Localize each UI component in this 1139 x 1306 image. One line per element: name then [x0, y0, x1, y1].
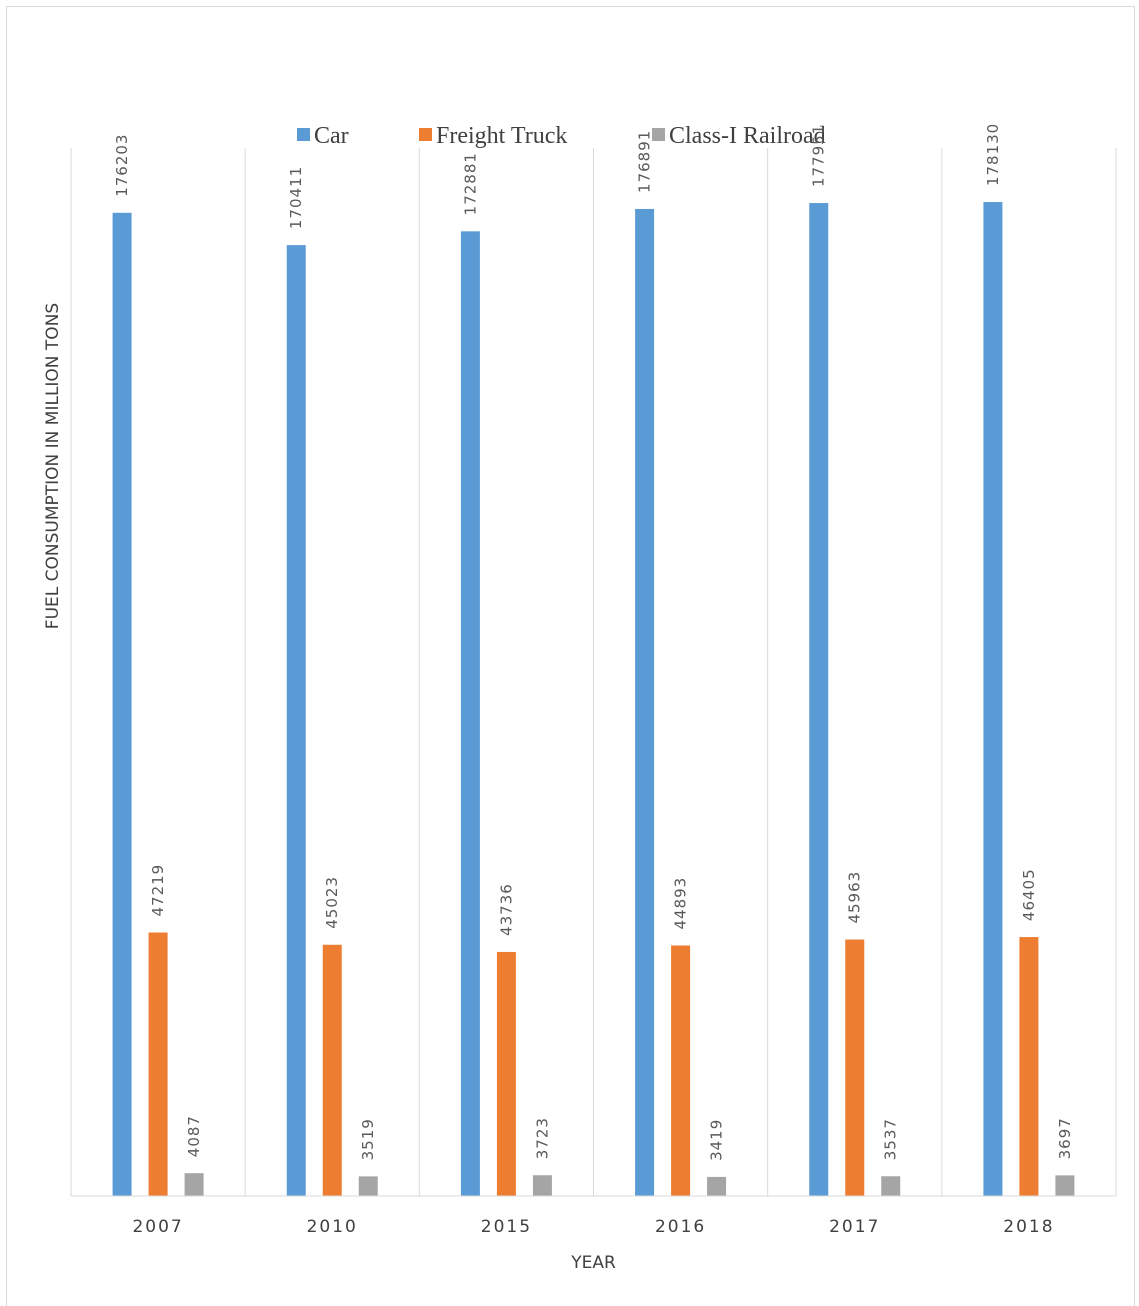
data-label: 3697: [1056, 1117, 1074, 1159]
bar-car: [460, 231, 480, 1196]
bar-freight-truck: [671, 945, 691, 1196]
x-tick-label: 2010: [307, 1217, 358, 1237]
data-label: 44893: [672, 877, 690, 930]
bar-class-i-railroad: [1055, 1175, 1075, 1196]
legend: Car Freight Truck Class-I Railroad: [297, 123, 826, 149]
data-label: 45023: [323, 876, 341, 929]
data-label: 176203: [113, 134, 131, 197]
data-label: 43736: [497, 883, 515, 936]
bar-class-i-railroad: [881, 1176, 901, 1196]
legend-swatch: [297, 128, 310, 141]
bars: [112, 202, 1075, 1197]
chart-area: [6, 6, 1135, 1306]
bar-freight-truck: [845, 939, 865, 1196]
bar-class-i-railroad: [532, 1175, 552, 1196]
y-axis-title: FUEL CONSUMPTION IN MILLION TONS: [43, 303, 63, 629]
bar-class-i-railroad: [184, 1173, 204, 1196]
bar-freight-truck: [1019, 937, 1039, 1196]
bar-car: [983, 202, 1003, 1196]
bar-car: [809, 203, 829, 1196]
category-dividers: [70, 148, 1117, 1196]
legend-label: Car: [314, 123, 349, 149]
x-tick-label: 2017: [829, 1217, 880, 1237]
bar-car: [112, 212, 132, 1197]
legend-label: Freight Truck: [436, 123, 567, 149]
x-tick-label: 2016: [655, 1217, 706, 1237]
data-label: 3419: [708, 1119, 726, 1161]
x-tick-label: 2015: [481, 1217, 532, 1237]
x-axis-tick-labels: 2007 2010 2015 2016 2017 2018: [132, 1217, 1054, 1237]
data-label: 3537: [882, 1118, 900, 1160]
data-label: 3519: [359, 1118, 377, 1160]
bar-freight-truck: [322, 944, 342, 1196]
data-label: 178130: [984, 123, 1002, 186]
bar-freight-truck: [496, 951, 516, 1196]
bar-freight-truck: [148, 932, 168, 1196]
bar-class-i-railroad: [358, 1176, 378, 1196]
bar-car: [286, 245, 306, 1196]
legend-swatch: [419, 128, 432, 141]
data-labels: 176203 47219 4087 170411 45023 3519 172881 4373…: [113, 123, 1074, 1161]
data-label: 45963: [846, 871, 864, 924]
bar-car: [635, 208, 655, 1196]
data-label: 172881: [461, 152, 479, 215]
bar-class-i-railroad: [707, 1176, 727, 1196]
data-label: 3723: [533, 1117, 551, 1159]
x-tick-label: 2007: [132, 1217, 183, 1237]
data-label: 177951: [810, 124, 828, 187]
legend-label: Class-I Railroad: [669, 123, 826, 149]
data-label: 46405: [1020, 868, 1038, 921]
legend-swatch: [652, 128, 665, 141]
data-label: 47219: [149, 864, 167, 917]
x-axis-title: YEAR: [570, 1253, 616, 1273]
data-label: 170411: [287, 166, 305, 229]
data-label: 4087: [185, 1115, 203, 1157]
x-tick-label: 2018: [1003, 1217, 1054, 1237]
data-label: 176891: [636, 130, 654, 193]
